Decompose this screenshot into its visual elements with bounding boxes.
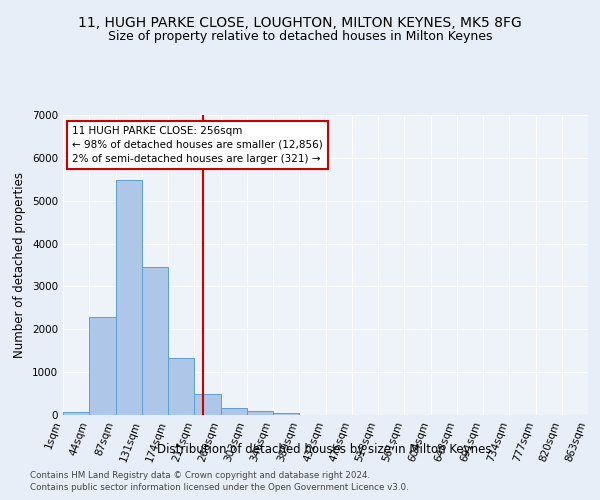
- Text: Distribution of detached houses by size in Milton Keynes: Distribution of detached houses by size …: [157, 442, 491, 456]
- Text: 11 HUGH PARKE CLOSE: 256sqm
← 98% of detached houses are smaller (12,856)
2% of : 11 HUGH PARKE CLOSE: 256sqm ← 98% of det…: [72, 126, 323, 164]
- Bar: [194, 394, 221, 415]
- Text: Contains public sector information licensed under the Open Government Licence v3: Contains public sector information licen…: [30, 483, 409, 492]
- Bar: [142, 267, 168, 415]
- Bar: [168, 358, 194, 415]
- Bar: [247, 411, 273, 415]
- Text: 11, HUGH PARKE CLOSE, LOUGHTON, MILTON KEYNES, MK5 8FG: 11, HUGH PARKE CLOSE, LOUGHTON, MILTON K…: [78, 16, 522, 30]
- Bar: [63, 412, 89, 415]
- Text: Contains HM Land Registry data © Crown copyright and database right 2024.: Contains HM Land Registry data © Crown c…: [30, 471, 370, 480]
- Bar: [115, 180, 142, 415]
- Bar: [89, 318, 115, 415]
- Text: Size of property relative to detached houses in Milton Keynes: Size of property relative to detached ho…: [108, 30, 492, 43]
- Y-axis label: Number of detached properties: Number of detached properties: [13, 172, 26, 358]
- Bar: [273, 413, 299, 415]
- Bar: [221, 408, 247, 415]
